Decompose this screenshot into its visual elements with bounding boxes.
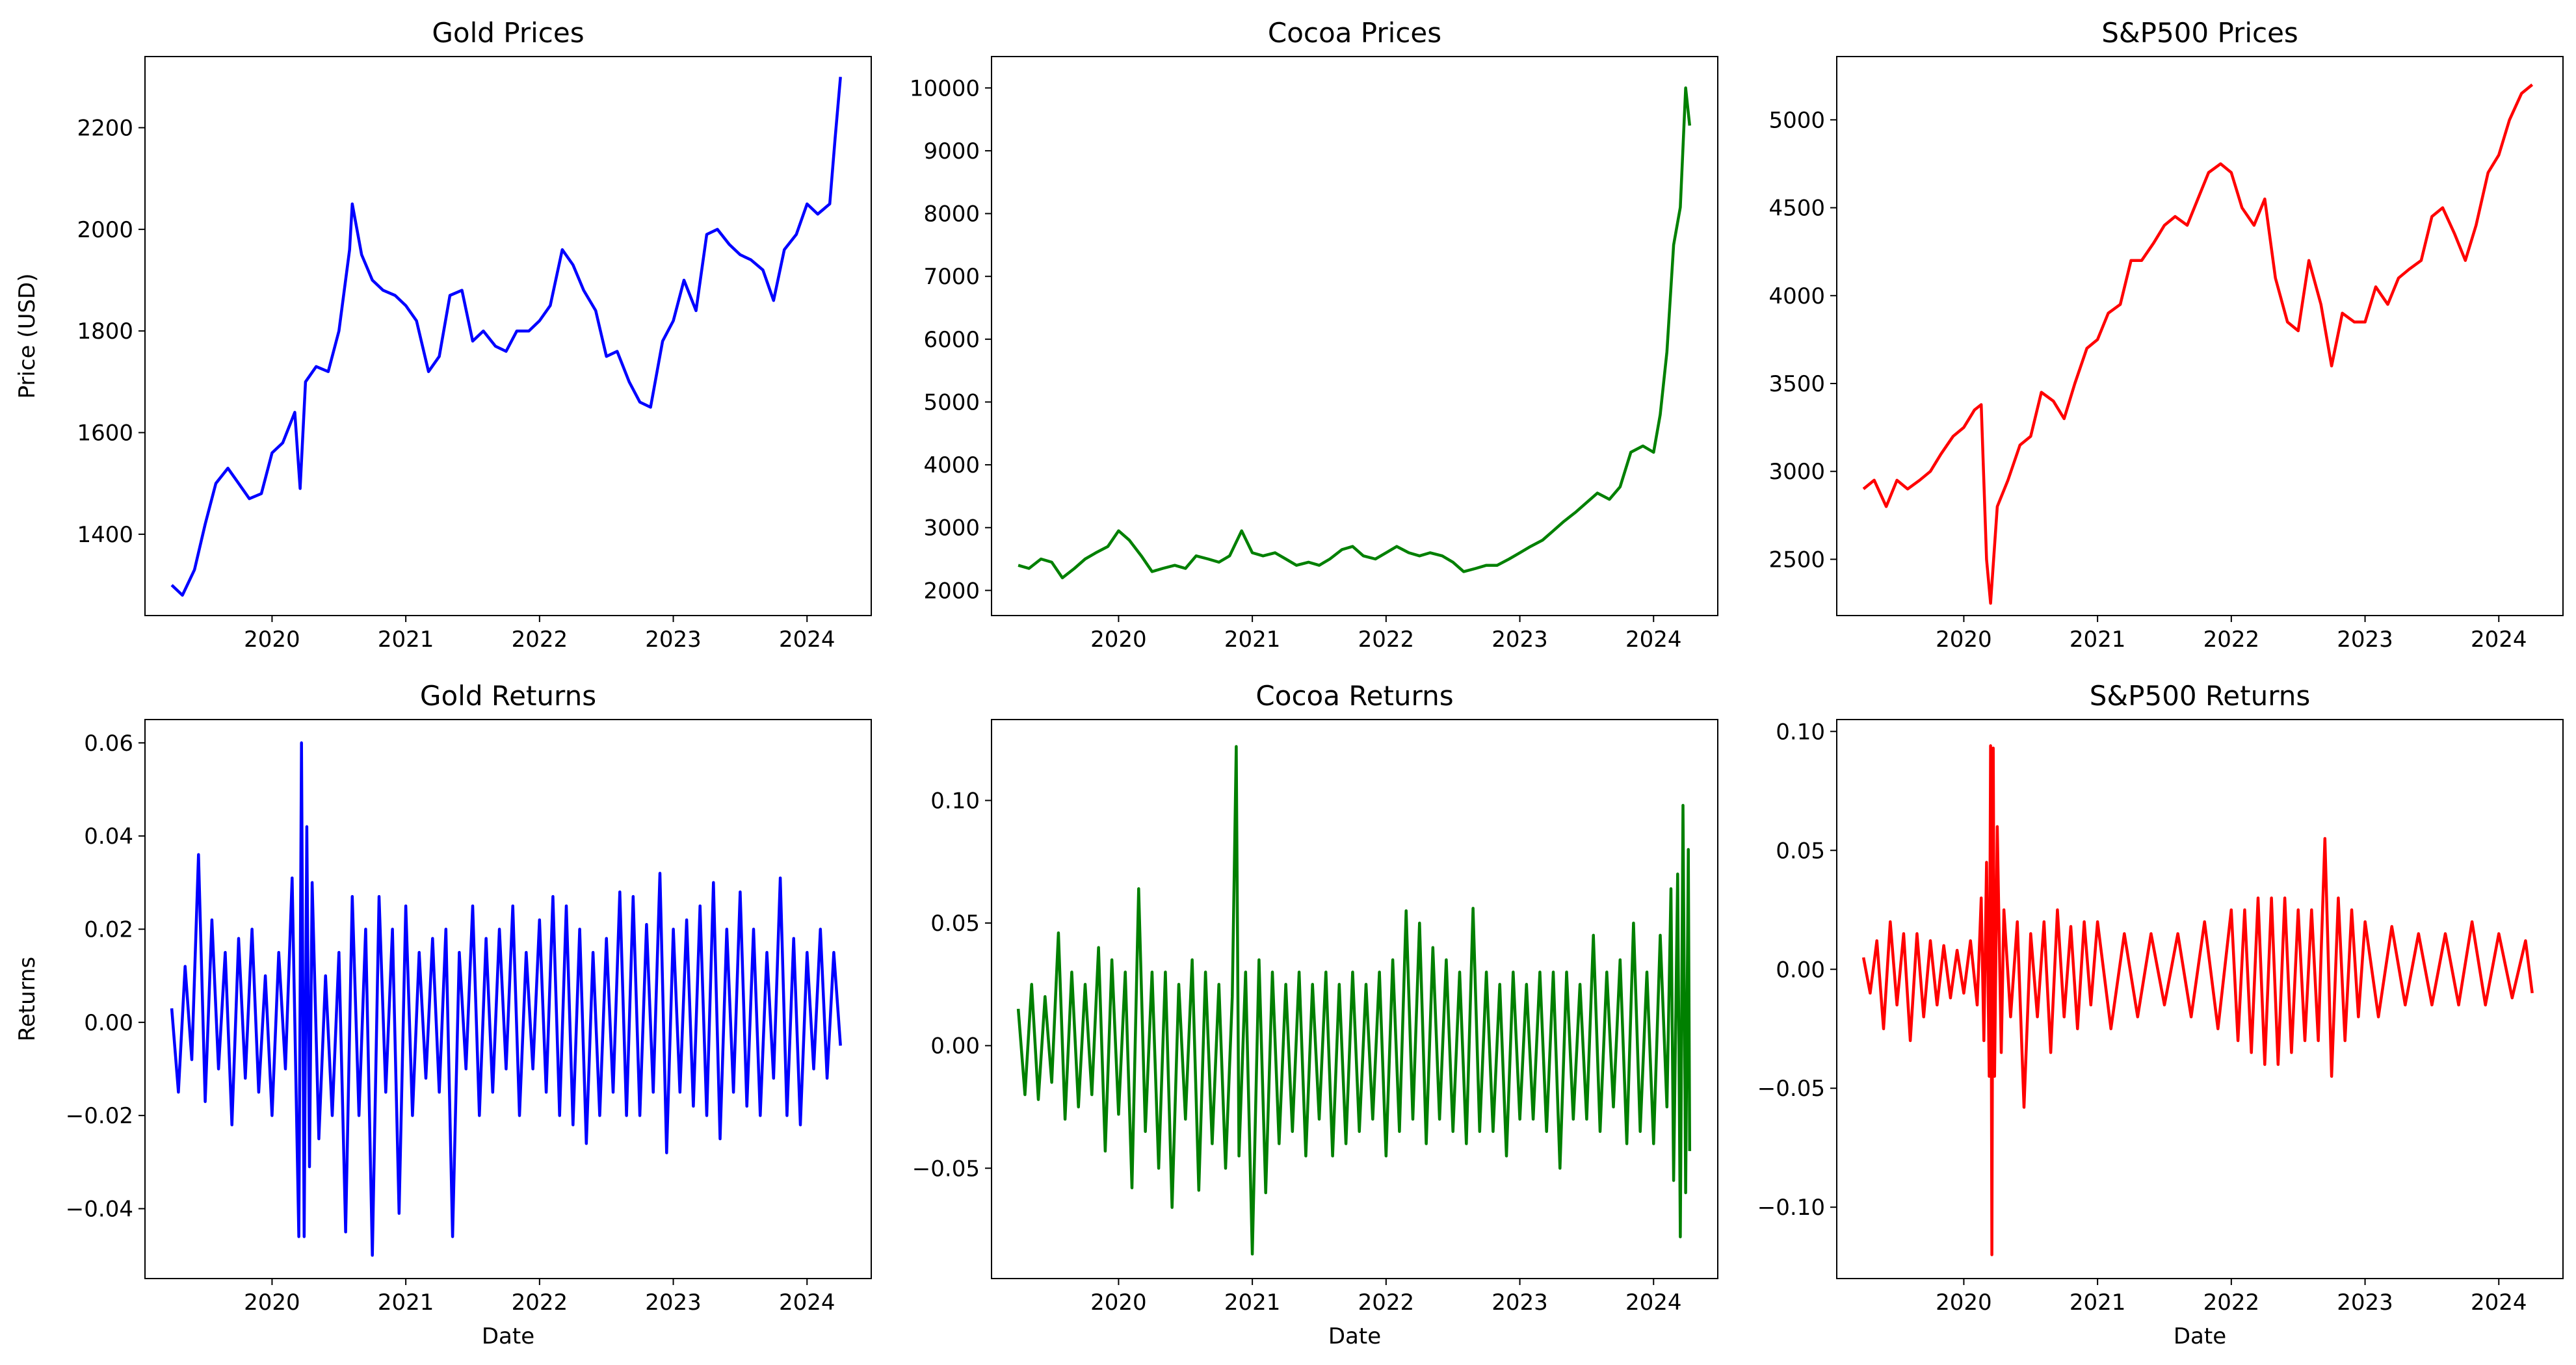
y-tick-label: 4500 bbox=[1768, 196, 1825, 222]
y-tick-label: 0.10 bbox=[930, 788, 980, 814]
x-tick-label: 2021 bbox=[1224, 627, 1281, 653]
y-tick-label: 0.06 bbox=[84, 731, 133, 757]
subplot-title: S&P500 Returns bbox=[2090, 680, 2311, 712]
x-axis-label: Date bbox=[482, 1323, 534, 1349]
y-tick-label: 5000 bbox=[1768, 107, 1825, 133]
x-tick-label: 2022 bbox=[512, 1290, 568, 1316]
x-tick-label: 2024 bbox=[2471, 627, 2527, 653]
y-tick-label: 1800 bbox=[77, 318, 133, 344]
y-tick-label: 9000 bbox=[923, 138, 980, 164]
y-tick-label: 1400 bbox=[77, 522, 133, 548]
series-line bbox=[1861, 744, 2534, 1256]
x-tick-label: 2023 bbox=[645, 1290, 702, 1316]
y-tick-label: 2500 bbox=[1768, 547, 1825, 573]
y-tick-label: 0.00 bbox=[84, 1010, 133, 1036]
x-tick-label: 2021 bbox=[1224, 1290, 1281, 1316]
subplot-title: S&P500 Prices bbox=[2101, 17, 2298, 49]
axes-frame bbox=[144, 56, 872, 616]
axes-frame bbox=[991, 56, 1718, 616]
subplot-5: Cocoa Returns 2020 2021 2022 2023 2024 −0.05 0.… bbox=[912, 680, 1718, 1349]
y-tick-label: 4000 bbox=[923, 452, 980, 478]
x-tick-label: 2023 bbox=[645, 627, 702, 653]
x-axis-label: Date bbox=[1328, 1323, 1381, 1349]
y-tick-label: 7000 bbox=[923, 264, 980, 290]
x-tick-label: 2021 bbox=[2070, 627, 2126, 653]
x-tick-label: 2024 bbox=[779, 1290, 835, 1316]
series-line bbox=[1016, 745, 1692, 1256]
subplot-title: Cocoa Prices bbox=[1268, 17, 1441, 49]
y-tick-label: 1600 bbox=[77, 421, 133, 447]
series-line bbox=[170, 741, 842, 1257]
x-tick-label: 2023 bbox=[2337, 1290, 2393, 1316]
subplot-3: S&P500 Prices 2020 2021 2022 2023 2024 2500 300… bbox=[1768, 17, 2564, 653]
subplot-title: Gold Prices bbox=[432, 17, 584, 49]
y-tick-label: 0.05 bbox=[1776, 838, 1825, 864]
axes-frame bbox=[1836, 719, 2564, 1279]
y-tick-label: 0.04 bbox=[84, 824, 133, 850]
x-tick-label: 2022 bbox=[512, 627, 568, 653]
y-tick-label: 2000 bbox=[923, 578, 980, 604]
subplot-1: Gold Prices 2020 2021 2022 2023 2024 1400 1600 1… bbox=[14, 17, 872, 653]
y-tick-label: 5000 bbox=[923, 389, 980, 415]
axes-frame bbox=[1836, 56, 2564, 616]
x-tick-label: 2022 bbox=[2203, 627, 2260, 653]
x-tick-label: 2020 bbox=[1936, 627, 1992, 653]
x-tick-label: 2020 bbox=[1090, 627, 1147, 653]
x-tick-label: 2020 bbox=[244, 1290, 300, 1316]
subplot-2: Cocoa Prices 2020 2021 2022 2023 2024 2000 3000… bbox=[910, 17, 1718, 653]
subplot-4: Gold Returns 2020 2021 2022 2023 2024 −0.04 −0.… bbox=[14, 680, 872, 1349]
y-tick-label: 0.02 bbox=[84, 917, 133, 943]
x-tick-label: 2021 bbox=[378, 627, 434, 653]
x-tick-label: 2020 bbox=[244, 627, 300, 653]
subplot-title: Gold Returns bbox=[420, 680, 596, 712]
y-tick-label: 0.00 bbox=[1776, 957, 1825, 983]
x-tick-label: 2022 bbox=[1358, 627, 1415, 653]
x-tick-label: 2020 bbox=[1090, 1290, 1147, 1316]
x-tick-label: 2022 bbox=[1358, 1290, 1415, 1316]
series-line bbox=[1862, 83, 2534, 605]
series-line bbox=[170, 77, 842, 597]
x-tick-label: 2022 bbox=[2203, 1290, 2260, 1316]
y-tick-label: −0.10 bbox=[1757, 1195, 1825, 1221]
y-tick-label: 10000 bbox=[910, 75, 980, 101]
y-tick-label: 6000 bbox=[923, 327, 980, 353]
y-tick-label: −0.04 bbox=[66, 1197, 133, 1223]
y-tick-label: −0.02 bbox=[66, 1103, 133, 1129]
y-tick-label: 3000 bbox=[923, 515, 980, 541]
series-line bbox=[1018, 86, 1692, 580]
y-tick-label: 4000 bbox=[1768, 283, 1825, 309]
y-tick-label: 3500 bbox=[1768, 371, 1825, 397]
x-tick-label: 2020 bbox=[1936, 1290, 1992, 1316]
y-tick-label: 2200 bbox=[77, 115, 133, 141]
x-tick-label: 2024 bbox=[1625, 627, 1682, 653]
x-tick-label: 2021 bbox=[2070, 1290, 2126, 1316]
x-axis-label: Date bbox=[2174, 1323, 2226, 1349]
y-tick-label: 0.05 bbox=[930, 911, 980, 937]
y-tick-label: 8000 bbox=[923, 202, 980, 228]
y-tick-label: 0.00 bbox=[930, 1034, 980, 1060]
x-tick-label: 2024 bbox=[1625, 1290, 1682, 1316]
x-tick-label: 2021 bbox=[378, 1290, 434, 1316]
y-tick-label: 2000 bbox=[77, 217, 133, 243]
x-tick-label: 2023 bbox=[1492, 1290, 1548, 1316]
x-tick-label: 2024 bbox=[2471, 1290, 2527, 1316]
x-tick-label: 2023 bbox=[2337, 627, 2393, 653]
axes-frame bbox=[991, 719, 1718, 1279]
subplot-title: Cocoa Returns bbox=[1255, 680, 1453, 712]
y-tick-label: −0.05 bbox=[1757, 1076, 1825, 1102]
y-axis-label: Price (USD) bbox=[14, 274, 40, 399]
x-tick-label: 2024 bbox=[779, 627, 835, 653]
axes-frame bbox=[144, 719, 872, 1279]
subplot-6: S&P500 Returns 2020 2021 2022 2023 2024 −0.10 −… bbox=[1757, 680, 2564, 1349]
x-tick-label: 2023 bbox=[1492, 627, 1548, 653]
y-tick-label: 3000 bbox=[1768, 459, 1825, 485]
y-tick-label: 0.10 bbox=[1776, 719, 1825, 745]
y-tick-label: −0.05 bbox=[912, 1156, 980, 1182]
y-axis-label: Returns bbox=[14, 957, 40, 1042]
